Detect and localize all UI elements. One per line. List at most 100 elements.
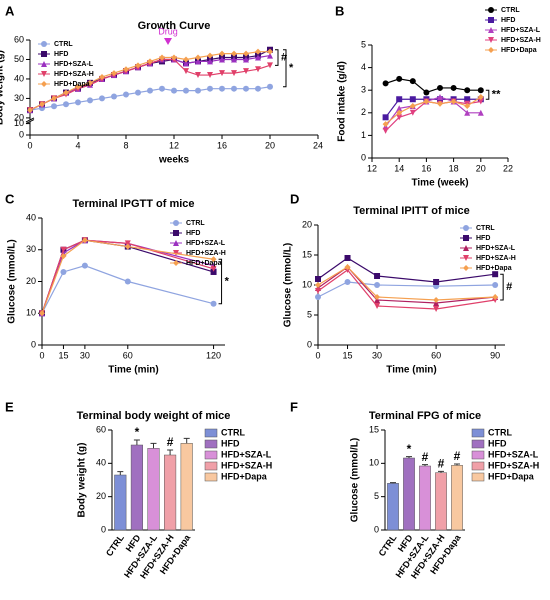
legend-label: HFD+Dapa xyxy=(488,471,535,481)
significance-label: * xyxy=(289,62,294,74)
marker xyxy=(124,240,131,247)
significance-label: ** xyxy=(492,89,501,101)
bar xyxy=(451,465,463,531)
x-tick-label: 60 xyxy=(123,350,133,360)
x-tick-label: 18 xyxy=(449,163,459,173)
y-axis-label: Glucose (mmol/L) xyxy=(350,438,361,522)
legend-label: CTRL xyxy=(476,225,495,232)
marker xyxy=(423,98,430,105)
bar-annotation: # xyxy=(454,449,461,463)
bar-annotation: # xyxy=(438,457,445,471)
bar xyxy=(147,448,160,531)
marker xyxy=(111,93,117,100)
marker xyxy=(159,54,165,61)
legend-label: CTRL xyxy=(54,41,73,48)
x-tick-label: 120 xyxy=(206,350,221,360)
x-tick-label: 30 xyxy=(80,350,90,360)
error-bar xyxy=(454,463,460,466)
marker xyxy=(207,52,213,59)
marker xyxy=(147,87,153,94)
marker xyxy=(124,278,131,285)
legend-label: HFD+SZA-L xyxy=(54,61,94,68)
marker xyxy=(39,310,45,317)
marker xyxy=(255,66,261,73)
marker xyxy=(51,103,57,110)
marker xyxy=(243,50,249,57)
marker xyxy=(75,83,81,90)
marker xyxy=(124,243,131,250)
marker xyxy=(267,48,273,55)
bar-annotation: * xyxy=(135,425,140,439)
panel-letter: F xyxy=(290,399,298,414)
marker xyxy=(382,80,389,87)
legend-swatch xyxy=(471,428,485,438)
bar xyxy=(387,483,399,531)
chart-title: Terminal IPITT of mice xyxy=(353,205,470,217)
y-axis-label: Glucose (mmol/L) xyxy=(7,239,18,323)
legend-swatch xyxy=(471,439,485,449)
x-tick-label: CTRL xyxy=(104,532,126,558)
legend-label: HFD xyxy=(501,17,515,24)
y-axis-label: Food intake (g/d) xyxy=(337,61,348,142)
marker xyxy=(488,7,494,13)
marker xyxy=(87,79,93,86)
legend-label: HFD+Dapa xyxy=(54,81,90,88)
x-tick-label: 14 xyxy=(394,163,404,173)
marker xyxy=(219,50,225,57)
marker xyxy=(464,96,471,103)
marker xyxy=(492,282,499,288)
marker xyxy=(210,268,217,275)
marker xyxy=(409,103,416,110)
error-bar xyxy=(438,470,444,473)
marker xyxy=(463,235,469,241)
marker xyxy=(255,48,261,55)
marker xyxy=(255,85,261,92)
marker xyxy=(463,245,469,251)
y-tick-label: 50 xyxy=(14,54,24,64)
significance-bracket xyxy=(283,49,287,88)
chart-title: Terminal body weight of mice xyxy=(77,410,231,422)
y-axis-label: Body weight (g) xyxy=(0,50,6,125)
marker xyxy=(60,246,67,253)
legend-swatch xyxy=(204,428,218,438)
marker xyxy=(231,85,237,92)
marker xyxy=(99,74,105,81)
marker xyxy=(243,56,249,63)
x-tick-label: CTRL xyxy=(377,532,399,558)
x-tick-label: 0 xyxy=(27,140,32,150)
marker xyxy=(63,101,69,108)
x-tick-label: 15 xyxy=(343,350,353,360)
y-axis-label: Glucose (mmol/L) xyxy=(283,243,294,327)
x-tick-label: 24 xyxy=(313,140,323,150)
x-axis-label: Time (min) xyxy=(108,365,158,376)
marker xyxy=(396,114,403,121)
marker xyxy=(111,70,117,77)
error-bar xyxy=(167,449,174,455)
marker xyxy=(437,84,443,91)
panel-letter: B xyxy=(335,3,344,18)
marker xyxy=(171,54,177,61)
marker xyxy=(195,54,201,61)
x-tick-label: 90 xyxy=(490,350,500,360)
legend-label: CTRL xyxy=(488,427,512,437)
marker xyxy=(450,84,457,91)
marker xyxy=(477,87,484,94)
marker xyxy=(147,58,153,65)
x-tick-label: 22 xyxy=(503,163,513,173)
marker xyxy=(267,62,273,69)
marker xyxy=(477,98,484,105)
legend-label: HFD+SZA-L xyxy=(186,240,226,247)
legend-label: HFD+SZA-L xyxy=(221,449,272,459)
x-axis-label: weeks xyxy=(158,155,189,166)
marker xyxy=(173,250,179,256)
marker xyxy=(492,294,499,300)
y-tick-label: 1 xyxy=(361,130,366,140)
marker xyxy=(81,237,88,244)
marker xyxy=(41,81,47,87)
chart-title: Growth Curve xyxy=(138,20,211,32)
chart-title: Terminal FPG of mice xyxy=(369,410,481,422)
y-tick-label: 0 xyxy=(19,129,24,139)
marker xyxy=(374,303,381,309)
error-bar xyxy=(133,439,140,445)
marker xyxy=(173,230,179,236)
